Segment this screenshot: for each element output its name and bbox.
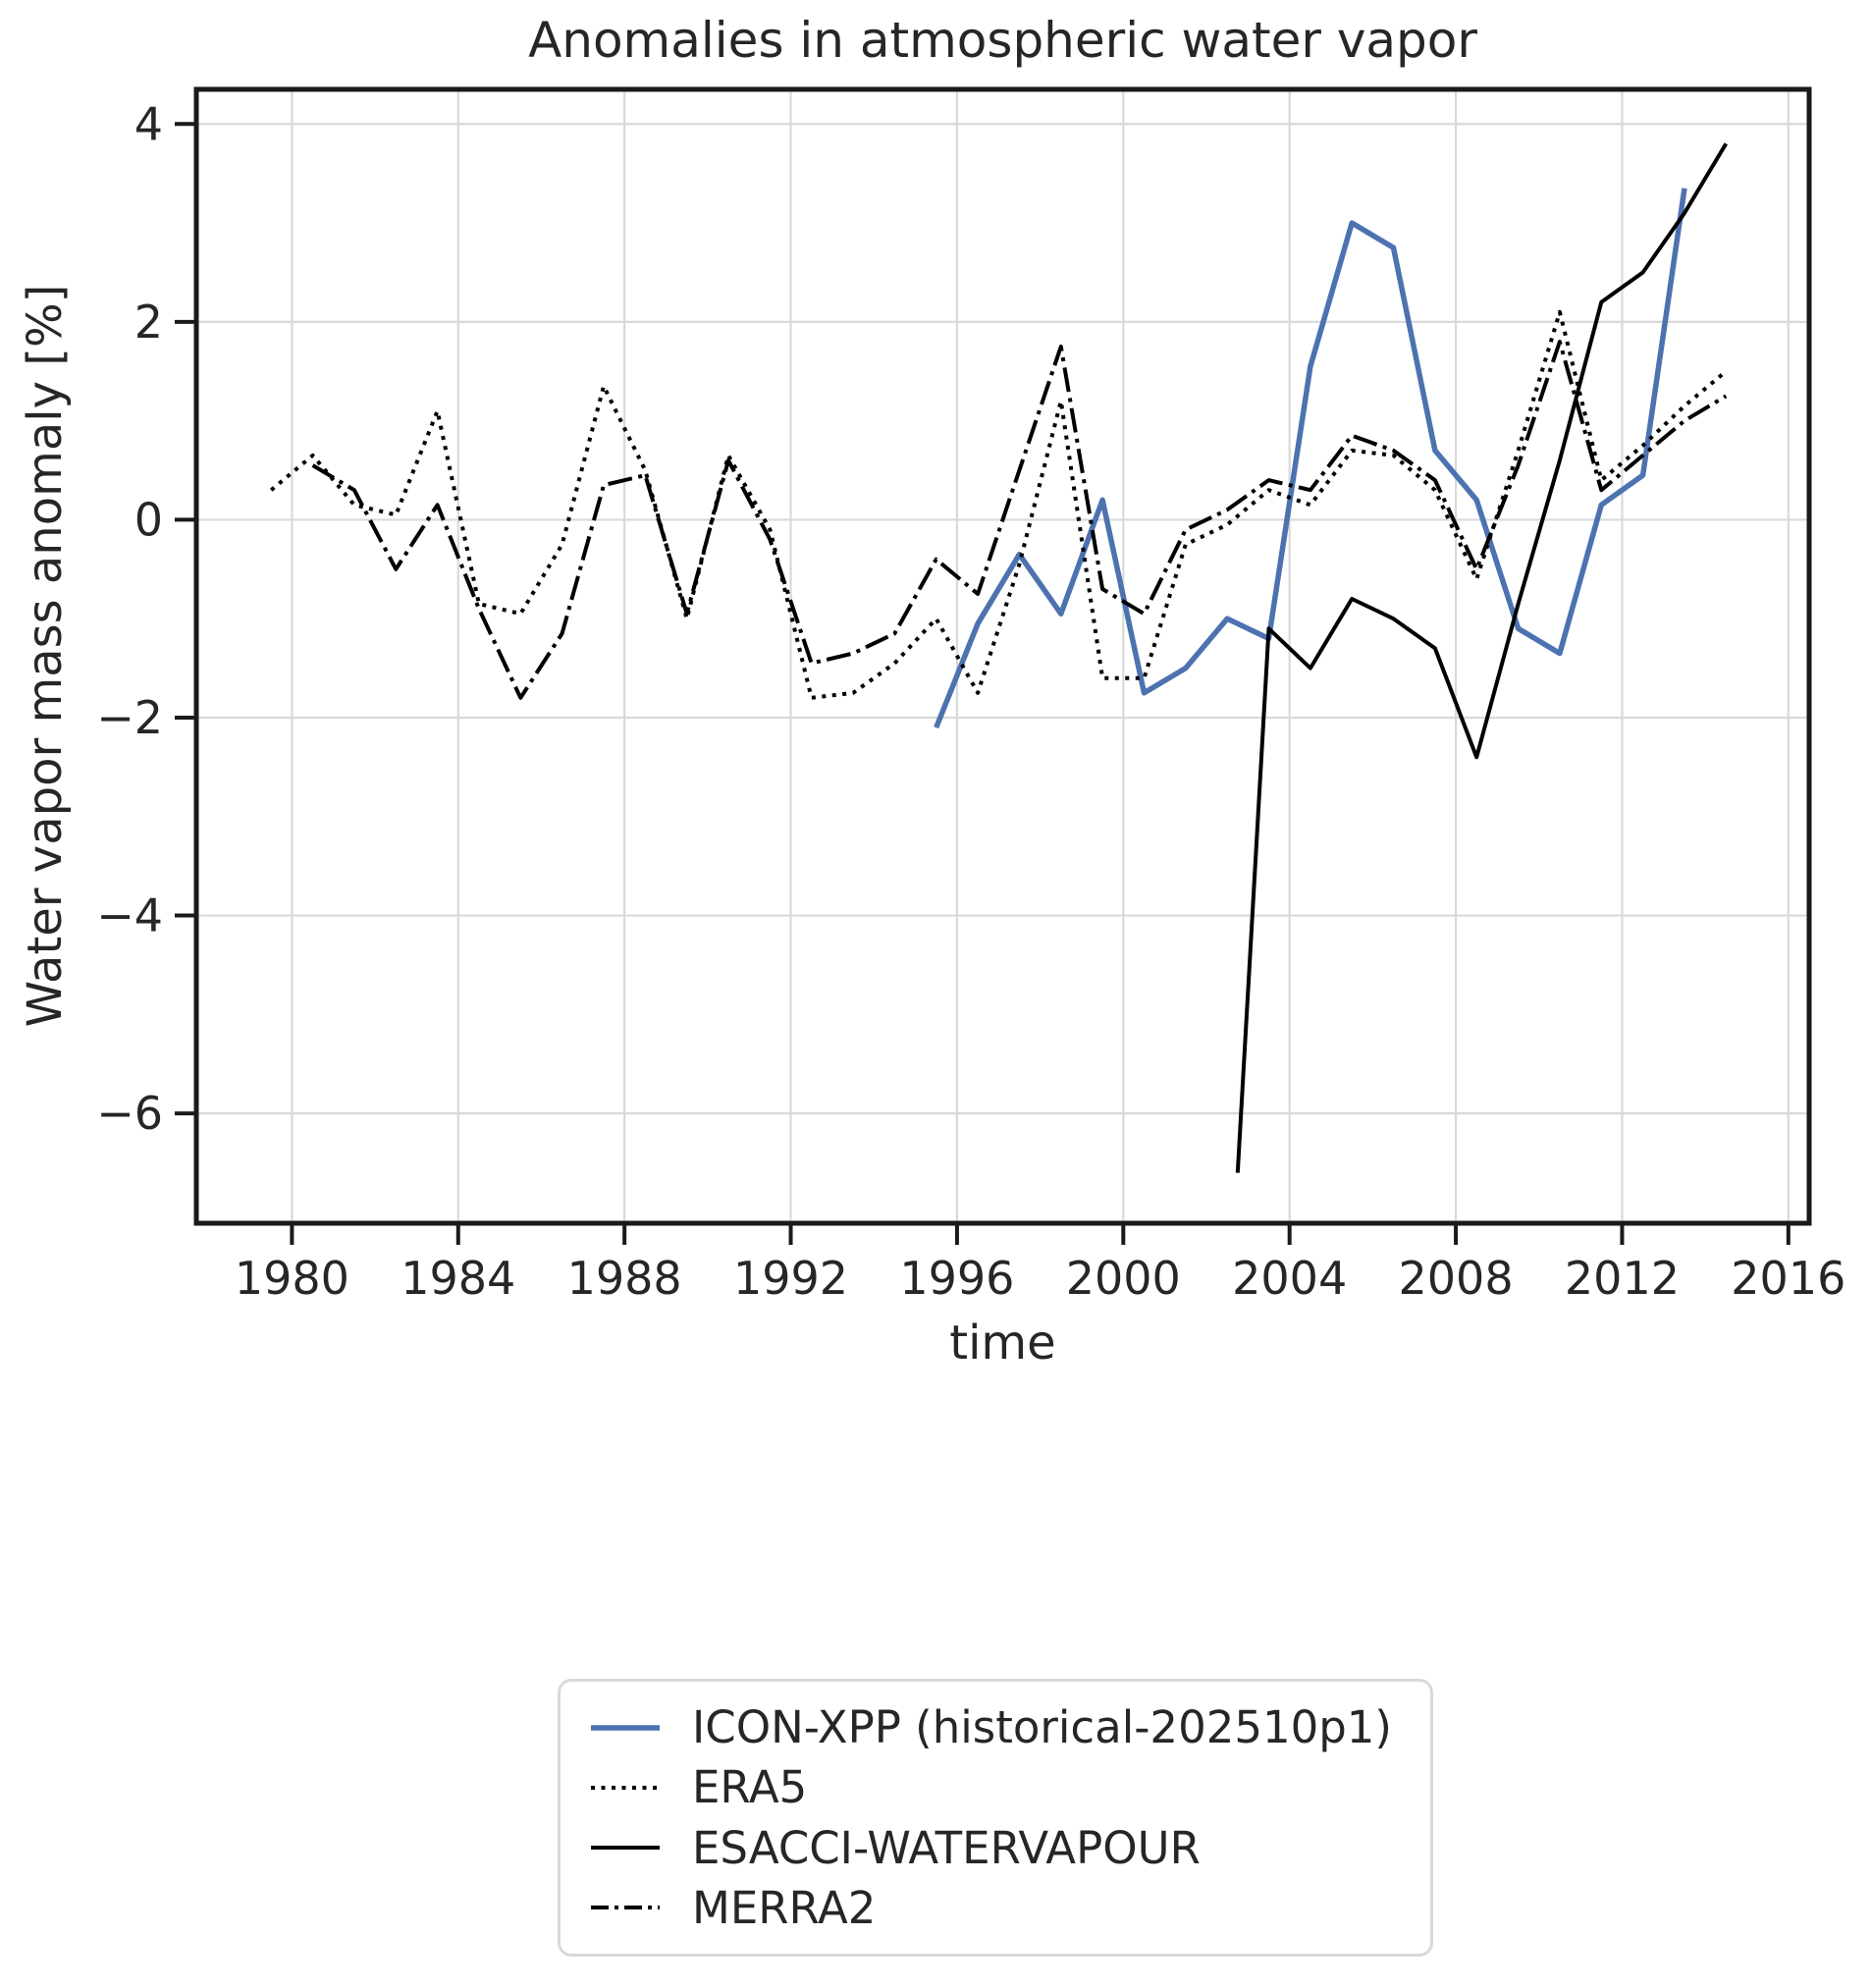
legend-line-icon-xpp-icon <box>591 1724 660 1731</box>
legend-item-esacci: ESACCI-WATERVAPOUR <box>588 1822 1403 1874</box>
x-axis-label: time <box>949 1316 1056 1370</box>
x-tick-label-1984: 1984 <box>401 1252 515 1305</box>
x-tick-label-2000: 2000 <box>1066 1252 1181 1305</box>
y-axis-label: Water vapor mass anomaly [%] <box>18 284 73 1028</box>
legend-label-esacci: ESACCI-WATERVAPOUR <box>692 1821 1201 1874</box>
plot-border <box>193 86 1812 1226</box>
series-line-era5 <box>269 309 1728 700</box>
legend-label-era5: ERA5 <box>692 1761 808 1814</box>
y-tick-label-4: 4 <box>134 97 163 150</box>
legend-item-icon-xpp: ICON-XPP (historical-202510p1) <box>588 1701 1403 1753</box>
legend-item-merra2: MERRA2 <box>588 1882 1403 1934</box>
chart-title: Anomalies in atmospheric water vapor <box>528 12 1477 69</box>
legend-line-era5-icon <box>591 1785 660 1790</box>
legend-item-era5: ERA5 <box>588 1761 1403 1813</box>
legend-line-esacci-icon <box>591 1846 660 1851</box>
legend-label-icon-xpp: ICON-XPP (historical-202510p1) <box>692 1701 1392 1754</box>
x-tick-label-2016: 2016 <box>1731 1252 1845 1305</box>
x-tick-label-2004: 2004 <box>1232 1252 1347 1305</box>
x-tick-label-1996: 1996 <box>899 1252 1014 1305</box>
series-line-icon-xpp-historical-202510p1 <box>934 188 1687 729</box>
y-tick-label-2: 2 <box>134 296 163 349</box>
x-tick-label-2008: 2008 <box>1399 1252 1514 1305</box>
y-tick-label-0: 0 <box>134 493 163 546</box>
y-tick-label--6: −6 <box>96 1087 163 1140</box>
x-tick-label-1988: 1988 <box>567 1252 682 1305</box>
legend: ICON-XPP (historical-202510p1) ERA5 ESAC… <box>558 1679 1433 1957</box>
series-line-merra2 <box>311 340 1728 700</box>
legend-line-merra2-icon <box>591 1906 660 1910</box>
y-tick-label--2: −2 <box>96 691 163 744</box>
y-tick-label--4: −4 <box>96 889 163 942</box>
x-tick-label-1992: 1992 <box>733 1252 848 1305</box>
x-tick-label-1980: 1980 <box>235 1252 349 1305</box>
x-tick-label-2012: 2012 <box>1565 1252 1680 1305</box>
legend-label-merra2: MERRA2 <box>692 1881 877 1934</box>
series-line-esacci-watervapour <box>1235 142 1729 1173</box>
